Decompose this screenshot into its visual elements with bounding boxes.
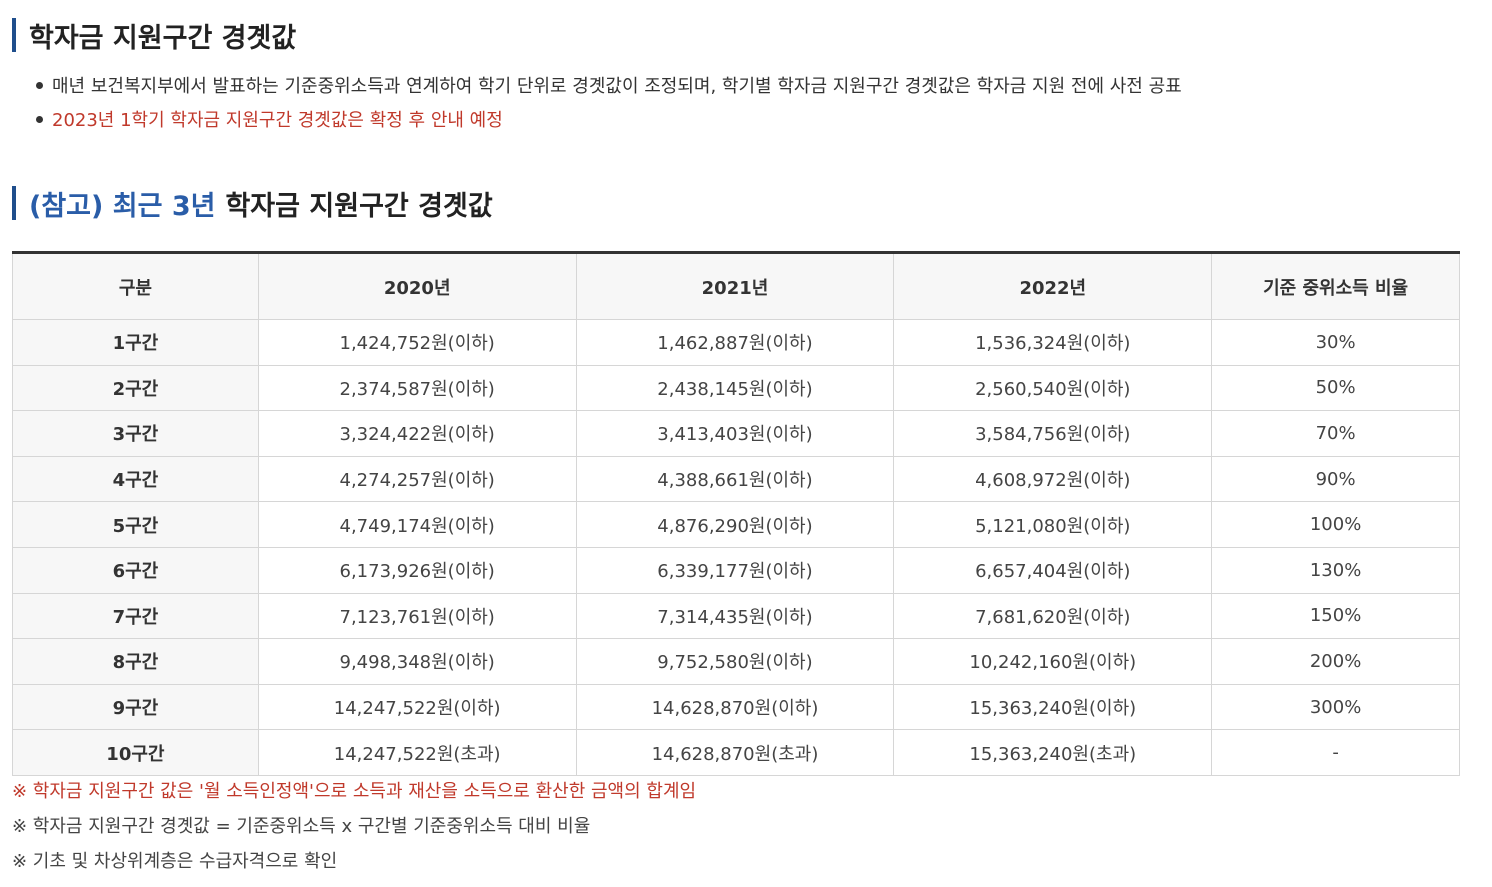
table-cell: 200%: [1211, 638, 1460, 685]
table-cell: 6,339,177원(이하): [575, 546, 895, 594]
table-cell: 5,121,080원(이하): [893, 501, 1213, 548]
header-2020: 2020년: [257, 252, 577, 320]
table-cell: 15,363,240원(초과): [893, 729, 1213, 776]
header-2021: 2021년: [575, 252, 895, 320]
table-cell: 14,628,870원(초과): [575, 729, 895, 776]
table-header-row: 구분 2020년 2021년 2022년 기준 중위소득 비율: [12, 252, 1460, 320]
table-cell: 4,876,290원(이하): [575, 501, 895, 548]
table-cell: 15,363,240원(이하): [893, 683, 1213, 731]
table-cell: 14,247,522원(이하): [257, 683, 577, 731]
row-label: 6구간: [12, 546, 259, 594]
row-label: 1구간: [12, 319, 259, 366]
table-cell: 6,657,404원(이하): [893, 546, 1213, 594]
bullet-dot-icon: [36, 81, 43, 89]
table-cell: 4,388,661원(이하): [575, 455, 895, 503]
row-label: 4구간: [12, 455, 259, 503]
row-label: 9구간: [12, 683, 259, 731]
section-title-accent: (참고) 최근 3년: [29, 190, 216, 222]
row-label: 2구간: [12, 364, 259, 412]
table-cell: 90%: [1211, 455, 1460, 503]
table-row: 7구간 7,123,761원(이하) 7,314,435원(이하) 7,681,620…: [12, 592, 1460, 640]
table-cell: 70%: [1211, 410, 1460, 457]
table-cell: 6,173,926원(이하): [257, 546, 577, 594]
table-cell: 1,536,324원(이하): [893, 319, 1213, 366]
footnote: ※ 학자금 지원구간 경곗값 = 기준중위소득 x 구간별 기준중위소득 대비 …: [12, 816, 591, 837]
table-cell: 300%: [1211, 683, 1460, 731]
table-cell: 150%: [1211, 592, 1460, 640]
table-cell: 9,752,580원(이하): [575, 638, 895, 685]
section-title-reference: (참고) 최근 3년 학자금 지원구간 경곗값: [12, 184, 493, 222]
table-cell: 7,123,761원(이하): [257, 592, 577, 640]
table-row: 10구간 14,247,522원(초과) 14,628,870원(초과) 15,363…: [12, 729, 1460, 776]
table-cell: 4,749,174원(이하): [257, 501, 577, 548]
table-cell: 3,324,422원(이하): [257, 410, 577, 457]
table-cell: 130%: [1211, 546, 1460, 594]
table-cell: 14,628,870원(이하): [575, 683, 895, 731]
row-label: 8구간: [12, 638, 259, 685]
table-cell: 30%: [1211, 319, 1460, 366]
section-title-text: 학자금 지원구간 경곗값: [225, 190, 493, 222]
row-label: 7구간: [12, 592, 259, 640]
table-cell: 3,584,756원(이하): [893, 410, 1213, 457]
table-cell: 2,438,145원(이하): [575, 364, 895, 412]
table-cell: 4,274,257원(이하): [257, 455, 577, 503]
table-cell: 7,681,620원(이하): [893, 592, 1213, 640]
table-cell: 10,242,160원(이하): [893, 638, 1213, 685]
table-cell: 4,608,972원(이하): [893, 455, 1213, 503]
row-label: 10구간: [12, 729, 259, 776]
title-bar-marker: [12, 186, 16, 220]
table-cell: 2,374,587원(이하): [257, 364, 577, 412]
table-row: 5구간 4,749,174원(이하) 4,876,290원(이하) 5,121,080…: [12, 501, 1460, 548]
table-row: 6구간 6,173,926원(이하) 6,339,177원(이하) 6,657,404…: [12, 546, 1460, 594]
table-cell: 50%: [1211, 364, 1460, 412]
row-label: 3구간: [12, 410, 259, 457]
section-title-text: 학자금 지원구간 경곗값: [29, 22, 297, 54]
cutoff-table: 구분 2020년 2021년 2022년 기준 중위소득 비율 1구간 1,424…: [12, 251, 1460, 776]
info-bullet-highlight: 2023년 1학기 학자금 지원구간 경곗값은 확정 후 안내 예정: [36, 104, 1182, 138]
table-cell: 1,462,887원(이하): [575, 319, 895, 366]
table-cell: 7,314,435원(이하): [575, 592, 895, 640]
header-ratio: 기준 중위소득 비율: [1211, 252, 1460, 320]
table-row: 8구간 9,498,348원(이하) 9,752,580원(이하) 10,242,16…: [12, 638, 1460, 685]
section-title-cutoff-values: 학자금 지원구간 경곗값: [12, 16, 296, 54]
info-bullet-list: 매년 보건복지부에서 발표하는 기준중위소득과 연계하여 학기 단위로 경곗값이…: [36, 70, 1182, 138]
table-row: 3구간 3,324,422원(이하) 3,413,403원(이하) 3,584,756…: [12, 410, 1460, 457]
info-bullet: 매년 보건복지부에서 발표하는 기준중위소득과 연계하여 학기 단위로 경곗값이…: [36, 70, 1182, 104]
table-cell: -: [1211, 729, 1460, 776]
footnote: ※ 기초 및 차상위계층은 수급자격으로 확인: [12, 851, 338, 872]
table-row: 1구간 1,424,752원(이하) 1,462,887원(이하) 1,536,324…: [12, 319, 1460, 366]
table-cell: 2,560,540원(이하): [893, 364, 1213, 412]
title-bar-marker: [12, 18, 16, 52]
bullet-dot-icon: [36, 115, 43, 123]
table-cell: 9,498,348원(이하): [257, 638, 577, 685]
footnote: ※ 학자금 지원구간 값은 '월 소득인정액'으로 소득과 재산을 소득으로 환…: [12, 781, 697, 802]
table-row: 2구간 2,374,587원(이하) 2,438,145원(이하) 2,560,540…: [12, 364, 1460, 412]
table-cell: 1,424,752원(이하): [257, 319, 577, 366]
table-cell: 3,413,403원(이하): [575, 410, 895, 457]
table-row: 9구간 14,247,522원(이하) 14,628,870원(이하) 15,363,…: [12, 683, 1460, 731]
table-cell: 100%: [1211, 501, 1460, 548]
header-2022: 2022년: [893, 252, 1213, 320]
header-category: 구분: [12, 252, 259, 320]
table-row: 4구간 4,274,257원(이하) 4,388,661원(이하) 4,608,972…: [12, 455, 1460, 503]
footnote-list: ※ 학자금 지원구간 값은 '월 소득인정액'으로 소득과 재산을 소득으로 환…: [12, 774, 696, 879]
row-label: 5구간: [12, 501, 259, 548]
table-cell: 14,247,522원(초과): [257, 729, 577, 776]
